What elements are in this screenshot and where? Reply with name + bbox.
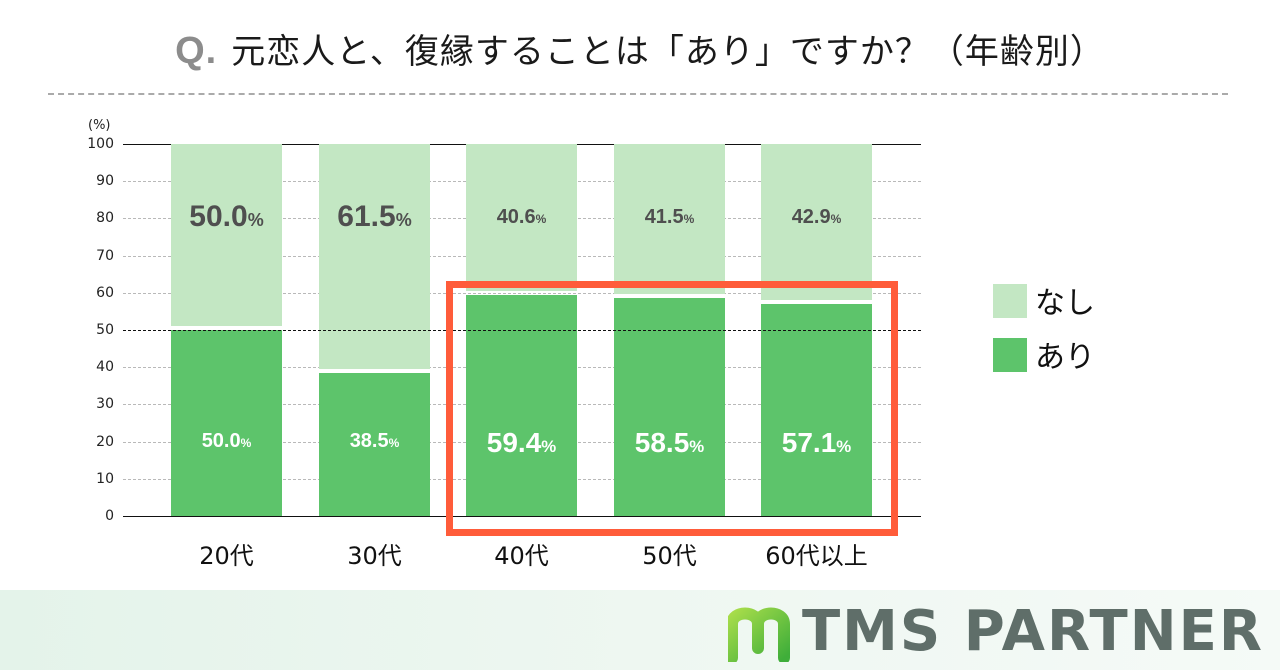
value-label-ari: 57.1% (781, 427, 852, 458)
bar-group: 42.9% 57.1% (761, 144, 872, 516)
value-label-ari: 58.5% (634, 427, 705, 458)
tms-logo-mark-icon (727, 607, 790, 662)
y-tick-label: 80 (96, 210, 114, 227)
value-label-ari: 38.5% (349, 430, 400, 452)
value-label-nashi: 42.9% (791, 206, 842, 228)
value-label-nashi: 40.6% (496, 206, 547, 228)
question-text: 元恋人と、復縁することは「あり」ですか？（年齢別） (231, 32, 1105, 72)
highlight-box (446, 281, 898, 536)
value-label-nashi: 50.0% (189, 200, 264, 233)
question-prefix: Q. (175, 30, 218, 72)
value-label-nashi: 41.5% (644, 206, 695, 228)
value-label-nashi: 61.5% (337, 200, 412, 233)
y-tick-label: 90 (96, 173, 114, 190)
value-label-ari: 59.4% (486, 427, 557, 458)
brand-name: TMS PARTNER (801, 599, 1264, 664)
y-tick-label: 0 (105, 508, 114, 524)
bar-segment-nashi: 50.0% (171, 144, 282, 326)
bar-segment-nashi: 41.5% (614, 144, 725, 295)
bar-segment-ari: 57.1% (761, 303, 872, 516)
y-tick-label: 20 (96, 433, 114, 450)
y-tick-label: 70 (96, 247, 114, 264)
title-divider (48, 93, 1228, 95)
legend-label-nashi: なし (1035, 286, 1095, 321)
y-tick-label: 100 (87, 136, 114, 152)
bar-group: 61.5% 38.5% (319, 144, 430, 516)
x-category-label: 20代 (199, 542, 254, 570)
x-category-label: 60代以上 (765, 542, 868, 570)
x-category-label: 30代 (347, 542, 402, 570)
y-tick-label: 10 (96, 470, 114, 487)
bar-segment-ari: 58.5% (614, 298, 725, 516)
chart-title: Q. 元恋人と、復縁することは「あり」ですか？（年齢別） (0, 26, 1280, 77)
bar-segment-nashi: 42.9% (761, 144, 872, 300)
bar-segment-ari: 50.0% (171, 330, 282, 516)
x-category-label: 40代 (494, 542, 549, 570)
legend-swatch-ari (993, 338, 1027, 372)
bar-segment-ari: 38.5% (319, 372, 430, 516)
bar-segment-nashi: 40.6% (466, 144, 577, 292)
y-axis-unit: (%) (88, 118, 111, 133)
x-axis-line (123, 516, 921, 517)
legend-label-ari: あり (1035, 340, 1095, 375)
legend-swatch-nashi (993, 284, 1027, 318)
bar-group: 40.6% 59.4% (466, 144, 577, 516)
gridline (123, 292, 921, 294)
y-tick-label: 50 (96, 322, 114, 338)
bar-group: 41.5% 58.5% (614, 144, 725, 516)
y-tick-label: 40 (96, 359, 114, 376)
bar-group: 50.0% 50.0% (171, 144, 282, 516)
brand-logo: TMS PARTNER (727, 599, 1264, 664)
footer-band (0, 590, 1280, 670)
value-label-ari: 50.0% (201, 430, 252, 452)
bar-segment-nashi: 61.5% (319, 144, 430, 369)
x-category-label: 50代 (642, 542, 697, 570)
reference-line-50 (123, 330, 921, 331)
y-tick-label: 30 (96, 396, 114, 413)
y-tick-label: 60 (96, 284, 114, 301)
bar-segment-ari: 59.4% (466, 295, 577, 516)
